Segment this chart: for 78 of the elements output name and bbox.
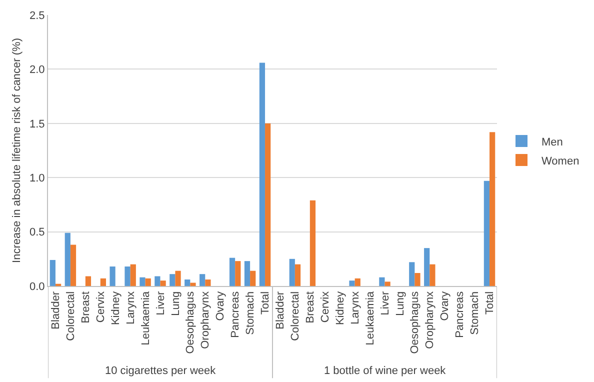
bar xyxy=(205,280,211,286)
bar xyxy=(124,266,130,286)
bar xyxy=(130,264,136,286)
x-tick-label: Colorectal xyxy=(290,291,302,341)
bar xyxy=(294,264,301,286)
y-tick-label: 2.5 xyxy=(30,10,45,22)
bar xyxy=(259,62,266,286)
bar xyxy=(145,278,151,286)
x-tick-label: Bladder xyxy=(50,291,62,330)
bar xyxy=(310,200,316,286)
bar xyxy=(175,270,181,286)
legend-label: Women xyxy=(541,155,580,168)
bar xyxy=(244,261,250,286)
x-tick-label: Leukaemia xyxy=(140,290,152,346)
bar xyxy=(265,123,271,286)
y-tick-label: 0.5 xyxy=(30,226,45,239)
x-tick-label: Cervix xyxy=(94,290,107,323)
text: 10 cigarettes per week xyxy=(105,365,216,377)
y-tick-label: 1.0 xyxy=(30,172,45,184)
bar xyxy=(430,264,436,286)
bar xyxy=(200,274,206,286)
bar xyxy=(70,244,76,286)
bar xyxy=(154,276,160,286)
y-tick-label: 2.0 xyxy=(30,64,45,76)
bar xyxy=(85,276,92,286)
bar xyxy=(250,270,256,286)
x-tick-label: Total xyxy=(260,291,272,315)
x-tick-label: Lung xyxy=(170,291,182,316)
x-tick-label: Oesophagus xyxy=(409,290,422,354)
x-tick-label: Oropharynx xyxy=(424,290,436,349)
bar xyxy=(100,278,106,286)
y-axis-title: Increase in absolute lifetime risk of cancer (%) xyxy=(11,38,24,263)
x-tick-label: Kidney xyxy=(334,290,346,326)
x-tick-label: Liver xyxy=(154,291,167,316)
bar xyxy=(64,232,70,286)
bar xyxy=(354,278,360,286)
x-tick-label: Pancreas xyxy=(230,290,242,338)
bar xyxy=(50,260,56,286)
bar xyxy=(184,280,190,286)
bar xyxy=(110,266,116,286)
bar xyxy=(384,282,390,286)
x-tick-label: Liver xyxy=(379,291,392,316)
bar xyxy=(235,261,241,286)
x-tick-label: Breast xyxy=(304,291,316,324)
x-tick-label: Cervix xyxy=(319,290,332,323)
bar xyxy=(349,280,355,286)
bar xyxy=(140,277,146,286)
bar xyxy=(490,132,496,286)
x-tick-label: Larynx xyxy=(124,290,137,324)
x-tick-label: Colorectal xyxy=(65,291,78,341)
bar xyxy=(379,277,385,286)
bar xyxy=(170,274,176,286)
bar xyxy=(289,258,295,286)
y-tick-label: 0.0 xyxy=(30,280,45,293)
x-tick-label: Ovary xyxy=(214,290,227,321)
bar xyxy=(424,248,430,286)
x-tick-label: Breast xyxy=(80,291,92,324)
x-tick-label: Total xyxy=(484,291,496,315)
x-tick-label: Oropharynx xyxy=(200,290,212,349)
x-tick-label: Leukaemia xyxy=(364,290,376,346)
bar xyxy=(484,180,490,286)
bar xyxy=(409,262,415,286)
x-tick-label: Stomach xyxy=(469,291,482,335)
x-tick-label: Kidney xyxy=(110,290,122,326)
bar xyxy=(190,282,196,286)
text: 1 bottle of wine per week xyxy=(324,365,446,377)
legend-label: Men xyxy=(541,136,563,148)
x-tick-label: Bladder xyxy=(274,291,287,330)
x-tick-label: Lung xyxy=(394,291,406,316)
x-tick-label: Ovary xyxy=(439,290,452,321)
bar xyxy=(414,272,420,286)
x-tick-label: Oesophagus xyxy=(184,290,197,354)
x-tick-label: Stomach xyxy=(244,291,257,335)
y-tick-label: 1.5 xyxy=(30,118,45,130)
x-tick-label: Pancreas xyxy=(454,290,466,338)
x-tick-label: Larynx xyxy=(349,290,362,324)
bar xyxy=(229,258,236,286)
bar xyxy=(160,280,166,286)
